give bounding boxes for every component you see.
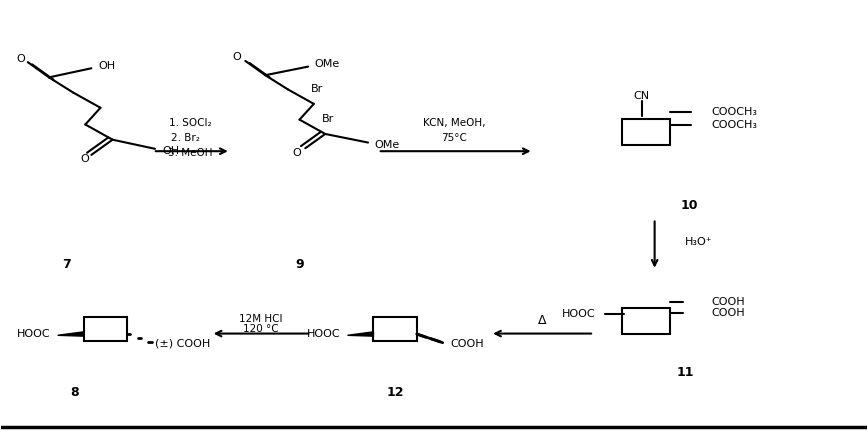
- Text: 7: 7: [62, 257, 70, 271]
- Text: CN: CN: [634, 91, 650, 101]
- Bar: [83, 317, 127, 341]
- Text: OMe: OMe: [314, 59, 339, 69]
- Text: KCN, MeOH,: KCN, MeOH,: [423, 118, 485, 128]
- Text: 8: 8: [70, 386, 79, 399]
- Polygon shape: [347, 332, 373, 336]
- Bar: [622, 308, 670, 333]
- Text: HOOC: HOOC: [16, 329, 50, 339]
- Text: OH: OH: [98, 61, 115, 71]
- Text: OMe: OMe: [374, 140, 400, 150]
- Text: Br: Br: [322, 114, 334, 124]
- Text: HOOC: HOOC: [562, 309, 595, 319]
- Text: O: O: [293, 148, 301, 158]
- Text: 3. MeOH: 3. MeOH: [168, 149, 213, 158]
- Text: HOOC: HOOC: [306, 329, 340, 339]
- Text: O: O: [16, 54, 25, 64]
- Text: 12: 12: [386, 386, 404, 399]
- Text: O: O: [233, 52, 241, 62]
- Text: COOCH₃: COOCH₃: [712, 120, 758, 130]
- Text: COOH: COOH: [711, 308, 745, 318]
- Polygon shape: [57, 332, 83, 336]
- Text: COOH: COOH: [711, 297, 745, 307]
- Text: COOCH₃: COOCH₃: [712, 107, 758, 117]
- Text: 1. SOCl₂: 1. SOCl₂: [168, 118, 211, 128]
- Text: Br: Br: [311, 83, 323, 94]
- Text: 12M HCl: 12M HCl: [240, 314, 283, 324]
- Bar: [373, 317, 417, 341]
- Text: 11: 11: [676, 366, 694, 379]
- Text: 10: 10: [681, 199, 698, 212]
- Text: O: O: [80, 154, 89, 164]
- Text: Δ: Δ: [538, 314, 546, 327]
- Text: 2. Br₂: 2. Br₂: [171, 133, 201, 143]
- Text: COOH: COOH: [450, 339, 483, 349]
- Text: 75°C: 75°C: [441, 133, 467, 143]
- Text: OH: OH: [162, 146, 179, 156]
- Text: H₃O⁺: H₃O⁺: [685, 237, 713, 247]
- Text: 120 °C: 120 °C: [243, 324, 279, 334]
- Text: (±) COOH: (±) COOH: [155, 339, 211, 349]
- Bar: [622, 118, 670, 145]
- Text: 9: 9: [296, 257, 304, 271]
